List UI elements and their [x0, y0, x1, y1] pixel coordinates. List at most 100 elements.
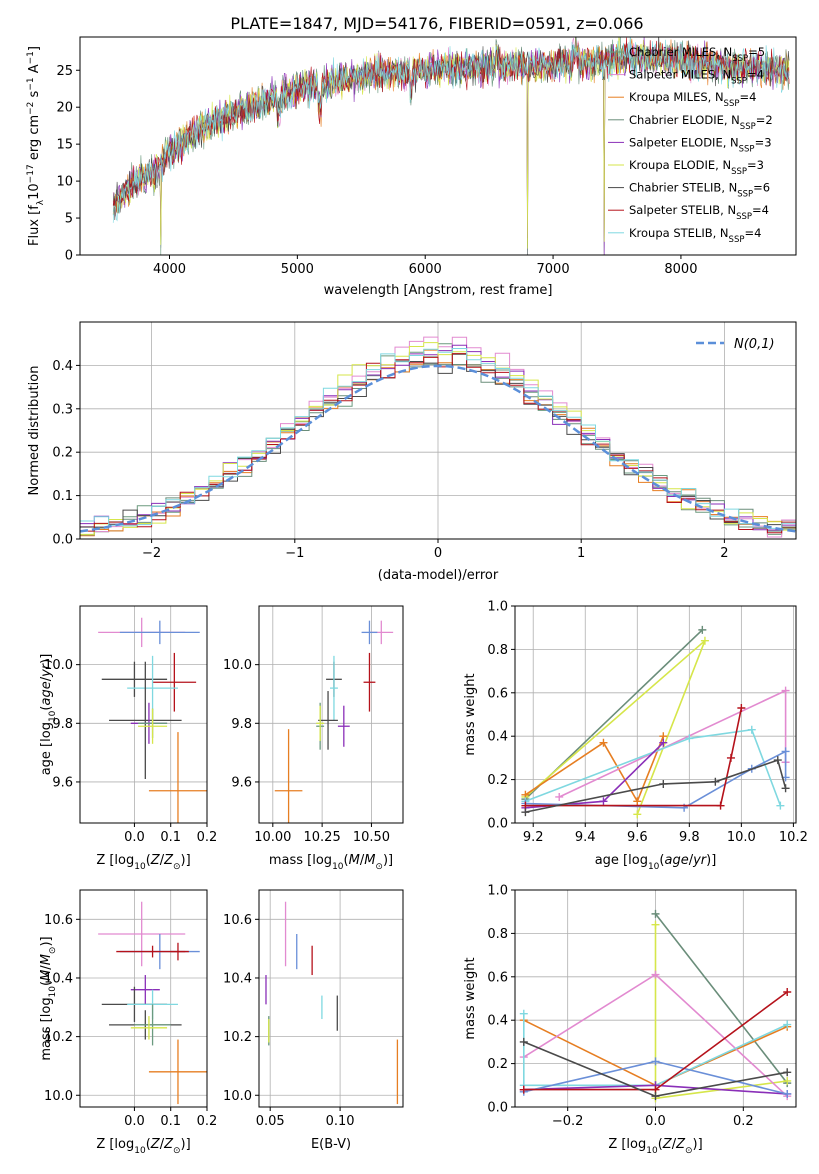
age_vs_Z-plot-area — [98, 617, 207, 823]
weight-marker — [521, 808, 530, 817]
error-bar-point — [330, 655, 338, 721]
y-axis-label: mass weight — [463, 957, 478, 1039]
spectrum-line — [112, 37, 790, 223]
y-tick-label: 25 — [56, 64, 73, 79]
y-axis-label: mass [log10(M/M⊙)] — [39, 936, 58, 1060]
x-tick-label: 10.2 — [779, 830, 808, 845]
weight-line — [654, 924, 788, 1100]
spectrum-line — [112, 37, 790, 215]
error-bar-point — [138, 708, 168, 744]
y-tick-label: 9.6 — [52, 775, 73, 790]
weight-marker — [599, 738, 608, 747]
residuals-panel: −2 −1 0 1 2 0.0 0.1 0.2 0.3 0.4 N(0,1) (data-model)… — [27, 321, 797, 583]
weight-marker — [519, 1037, 528, 1046]
weight-marker — [781, 784, 790, 793]
x-axis-label: age [log10(age/yr)] — [595, 853, 717, 872]
legend-label: Chabrier STELIB, NSSP=6 — [629, 181, 770, 200]
legend-label: Salpeter ELODIE, NSSP=3 — [629, 135, 772, 154]
x-axis-label: (data-model)/error — [378, 568, 499, 583]
error-bar-point — [119, 620, 200, 645]
error-bar-point — [101, 661, 168, 697]
weight-marker — [726, 753, 735, 762]
y-tick-label: 10.6 — [44, 913, 73, 928]
x-tick-label: 2 — [720, 546, 728, 561]
residuals-plot-area — [80, 336, 796, 539]
x-tick-label: 0.05 — [256, 1114, 285, 1129]
y-tick-label: 10.0 — [223, 1089, 252, 1104]
weight-marker — [633, 797, 642, 806]
x-tick-label: 0.10 — [326, 1114, 355, 1129]
y-tick-label: 10.0 — [44, 658, 73, 673]
mass_vs_ebv-frame — [258, 889, 404, 1108]
age_vs_mass-panel: 10.00 10.25 10.50 9.6 9.8 10.0 mass [log10(M/M… — [223, 605, 404, 872]
x-tick-label: 0.0 — [124, 830, 145, 845]
x-tick-label: 9.6 — [627, 830, 648, 845]
weight-marker — [783, 1076, 792, 1085]
histogram-step — [80, 348, 796, 536]
y-tick-label: 9.6 — [231, 775, 252, 790]
normal-curve — [80, 364, 796, 533]
x-tick-label: 0.2 — [197, 830, 218, 845]
x-tick-label: 10.00 — [254, 830, 291, 845]
y-tick-label: 0.8 — [487, 643, 508, 658]
x-tick-label: 9.8 — [679, 830, 700, 845]
error-bar-point — [363, 652, 376, 712]
weight-marker — [783, 1089, 792, 1098]
x-tick-label: −2 — [142, 546, 161, 561]
y-tick-label: 10 — [56, 175, 73, 190]
y-tick-label: 20 — [56, 101, 73, 116]
y-tick-label: 0.6 — [487, 686, 508, 701]
error-bar-point — [316, 705, 325, 741]
error-bar-point — [130, 1016, 168, 1040]
x-tick-label: 0.2 — [733, 1114, 754, 1129]
error-bar-point — [148, 732, 207, 823]
error-bar-point — [130, 975, 160, 1005]
y-tick-label: 10.2 — [223, 1030, 252, 1045]
x-tick-label: 0.0 — [124, 1114, 145, 1129]
legend-label: Kroupa MILES, NSSP=4 — [629, 90, 756, 109]
mass_vs_ebv-panel: 0.05 0.10 10.0 10.2 10.4 10.6 E(B-V) — [223, 889, 404, 1152]
weight-marker — [651, 1057, 660, 1066]
y-tick-label: 9.8 — [52, 717, 73, 732]
legend-label: Chabrier ELODIE, NSSP=2 — [629, 113, 773, 132]
weight-line — [654, 913, 788, 1084]
y-tick-label: 10.4 — [44, 971, 73, 986]
y-axis-label: Normed distribution — [27, 366, 42, 496]
weight-marker — [781, 747, 790, 756]
x-axis-label: Z [log10(Z/Z⊙)] — [96, 1137, 190, 1156]
x-tick-label: 8000 — [664, 262, 697, 277]
x-tick-label: 4000 — [153, 262, 186, 277]
weight_vs_age-plot-area — [521, 625, 790, 819]
error-bar-point — [148, 1039, 207, 1105]
weight_vs_age-panel: 9.2 9.4 9.6 9.8 10.0 10.2 0.0 0.2 0.4 0.6 0.8 1.0 ag… — [463, 600, 808, 873]
age_vs_mass-frame — [258, 605, 404, 824]
weight-marker — [599, 797, 608, 806]
y-tick-label: 5 — [65, 212, 73, 227]
y-tick-label: 15 — [56, 138, 73, 153]
y-tick-label: 0.2 — [487, 1057, 508, 1072]
y-tick-label: 0.0 — [487, 817, 508, 832]
x-tick-label: 9.2 — [523, 830, 544, 845]
weight-line — [525, 728, 782, 806]
x-tick-label: 7000 — [537, 262, 570, 277]
weight-marker — [659, 738, 668, 747]
weight_vs_Z-panel: −0.2 0.0 0.2 0.0 0.2 0.4 0.6 0.8 1.0 Z [log10(Z/Z… — [463, 884, 797, 1156]
error-bar-point — [134, 1004, 171, 1046]
weight_vs_age-frame — [514, 605, 797, 824]
weight-marker — [659, 779, 668, 788]
y-tick-label: 9.8 — [231, 717, 252, 732]
weight-marker — [651, 970, 660, 979]
weight-line — [524, 735, 665, 804]
y-tick-label: 10.6 — [223, 913, 252, 928]
weight-marker — [519, 1085, 528, 1094]
error-bar-point — [98, 901, 186, 967]
error-bar-point — [274, 729, 303, 823]
x-tick-label: 10.50 — [353, 830, 390, 845]
x-tick-label: 6000 — [409, 262, 442, 277]
x-tick-label: 0.1 — [160, 1114, 181, 1129]
y-tick-label: 10.0 — [223, 658, 252, 673]
weight-marker — [737, 703, 746, 712]
weight-marker — [651, 920, 660, 929]
weight-line — [558, 689, 787, 798]
y-tick-label: 1.0 — [487, 884, 508, 899]
